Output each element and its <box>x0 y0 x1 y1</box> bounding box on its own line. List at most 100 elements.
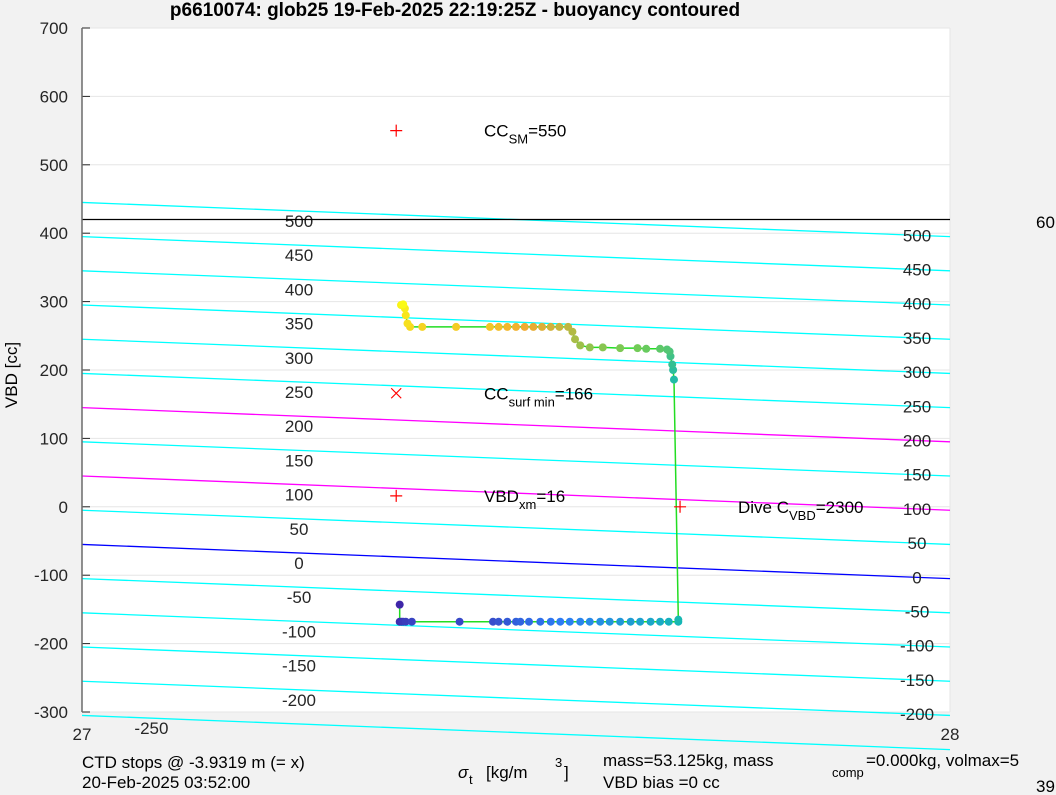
trajectory-point <box>455 617 464 626</box>
trajectory-point <box>585 343 594 352</box>
contour-label-right: 300 <box>903 363 931 382</box>
contour-label-left: -250 <box>134 719 168 738</box>
mass-text: mass=53.125kg, mass <box>603 751 774 770</box>
contour-label-right: -150 <box>900 671 934 690</box>
trajectory-point <box>571 335 580 344</box>
contour-label-left: -200 <box>282 691 316 710</box>
contour-label-left: 150 <box>285 451 313 470</box>
contour-label-left: 200 <box>285 417 313 436</box>
trajectory-point <box>556 617 565 626</box>
y-tick-label: 500 <box>40 156 68 175</box>
vbd-bias-text: VBD bias =0 cc <box>603 773 720 792</box>
contour-line <box>81 680 951 717</box>
x-label-sigma: σ <box>458 763 469 782</box>
contour-label-right: 0 <box>912 568 921 587</box>
trajectory-point <box>616 617 625 626</box>
marker-label: CCsurf min=166 <box>484 384 593 409</box>
trajectory-point <box>656 617 665 626</box>
trajectory-point <box>520 322 529 331</box>
y-tick-label: 100 <box>40 429 68 448</box>
y-axis-label: VBD [cc] <box>2 342 21 408</box>
contour-line <box>81 338 951 375</box>
trajectory-point <box>596 617 605 626</box>
x-label-unit: [kg/m <box>486 763 528 782</box>
contour-label-right: 150 <box>903 466 931 485</box>
mass-comp-sub: comp <box>832 765 864 780</box>
contour-line <box>81 406 951 443</box>
trajectory-point <box>401 311 410 320</box>
ctd-stops-text: CTD stops @ -3.9319 m (= x) <box>82 753 305 772</box>
contour-line <box>81 577 951 614</box>
trajectory-point <box>488 617 497 626</box>
contour-label-right: 500 <box>903 226 931 245</box>
trajectory-point <box>669 375 678 384</box>
contour-line <box>81 475 951 511</box>
cut-off-label-top: 60 <box>1036 213 1055 232</box>
contour-label-left: 50 <box>290 520 309 539</box>
trajectory-point <box>407 617 416 626</box>
y-tick-label: -300 <box>34 703 68 722</box>
markers: CCSM=550 CCsurf min=166 VBDxm=16 Dive CVBD=… <box>390 122 864 523</box>
trajectory-point <box>485 322 494 331</box>
trajectory-point <box>494 617 503 626</box>
trajectory-point <box>401 617 410 626</box>
y-tick-label: -200 <box>34 635 68 654</box>
trajectory-point <box>664 617 673 626</box>
trajectory-point <box>503 617 512 626</box>
trajectory-point <box>616 344 625 353</box>
contour-label-right: 100 <box>903 500 931 519</box>
axes: -300 -200 -100 0 100 200 300 400 500 600 700 27 28 <box>34 19 959 744</box>
trajectory-point <box>546 322 555 331</box>
marker-label: VBDxm=16 <box>484 487 565 512</box>
contour-label-left: -150 <box>282 657 316 676</box>
trajectory-point <box>538 322 547 331</box>
trajectory-point <box>395 600 404 609</box>
trajectory-point <box>494 322 503 331</box>
marker-label: Dive CVBD=2300 <box>738 498 864 523</box>
marker-plus <box>390 489 403 502</box>
ctd-time-text: 20-Feb-2025 03:52:00 <box>82 773 250 792</box>
marker-plus <box>674 500 687 513</box>
contour-line <box>81 441 951 477</box>
contour-line <box>81 304 951 340</box>
grid <box>82 27 951 713</box>
contour-label-left: 250 <box>285 383 313 402</box>
mass-comp-text: =0.000kg, volmax=5 <box>866 751 1019 770</box>
contour-label-right: 400 <box>903 295 931 314</box>
trajectory-point <box>529 322 538 331</box>
trajectory-point <box>626 617 635 626</box>
x-label-close: ] <box>564 763 569 782</box>
trajectory-point <box>674 615 683 624</box>
marker-plus <box>390 124 403 137</box>
trajectory-point <box>403 319 412 328</box>
contour-label-right: 250 <box>903 397 931 416</box>
contour-lines: -250 -200 -150 -100 -50 0 50 100 150 200 250 300 350… <box>81 201 951 751</box>
contour-label-right: -100 <box>900 637 934 656</box>
cut-off-label-bottom: 39 <box>1036 777 1055 795</box>
contour-label-left: 300 <box>285 349 313 368</box>
contour-line <box>81 372 951 409</box>
contour-line <box>81 509 951 546</box>
contour-line <box>81 235 951 272</box>
x-tick-label: 27 <box>73 725 92 744</box>
y-tick-label: 700 <box>40 19 68 38</box>
x-label-sup: 3 <box>555 755 562 770</box>
trajectory-point <box>633 344 642 353</box>
trajectory-point <box>663 345 672 354</box>
trajectory-point <box>585 617 594 626</box>
trajectory-point <box>452 322 461 331</box>
trajectory-point <box>646 617 655 626</box>
contour-label-left: -50 <box>287 588 312 607</box>
trajectory-point <box>576 617 585 626</box>
trajectory-point <box>418 322 427 331</box>
trajectory-point <box>576 341 585 350</box>
y-tick-label: 600 <box>40 87 68 106</box>
contour-line <box>81 612 951 648</box>
trajectory-point <box>605 617 614 626</box>
contour-line <box>81 270 951 306</box>
x-tick-label: 28 <box>941 725 960 744</box>
trajectory-point <box>668 360 677 369</box>
contour-label-left: 100 <box>285 486 313 505</box>
trajectory-point <box>503 322 512 331</box>
trajectory-point <box>598 343 607 352</box>
